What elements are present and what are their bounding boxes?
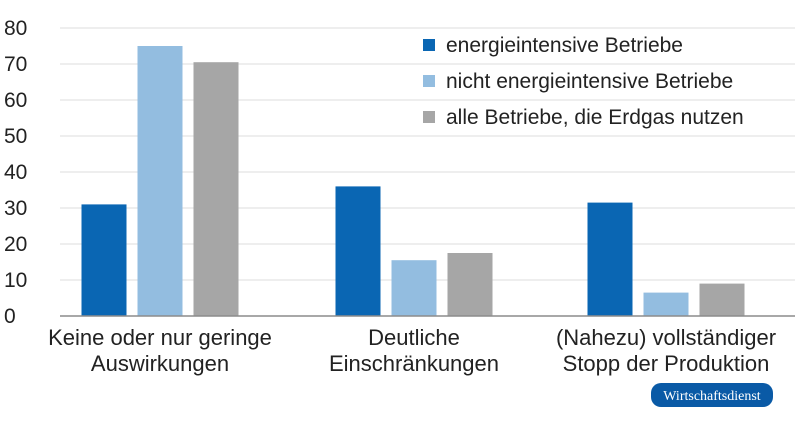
y-tick-label: 40 xyxy=(4,161,27,184)
legend: energieintensive Betriebe nicht energiein… xyxy=(423,34,744,129)
y-axis-ticks: 0 10 20 30 40 50 60 70 80 xyxy=(4,17,27,328)
y-tick-label: 20 xyxy=(4,233,27,256)
legend-swatch xyxy=(423,75,435,87)
x-category-label: Deutliche xyxy=(368,325,460,350)
bars xyxy=(81,46,745,317)
publisher-badge-background xyxy=(651,383,773,407)
publisher-badge: Wirtschaftsdienst xyxy=(651,383,773,407)
bar xyxy=(587,202,633,316)
legend-label: alle Betriebe, die Erdgas nutzen xyxy=(446,106,744,129)
x-category-label: Keine oder nur geringe xyxy=(48,325,272,350)
y-tick-label: 80 xyxy=(4,17,27,40)
bar xyxy=(137,46,183,316)
y-tick-label: 50 xyxy=(4,125,27,148)
bar xyxy=(193,62,239,317)
bar xyxy=(447,253,493,316)
bar xyxy=(335,186,381,316)
legend-swatch xyxy=(423,39,435,51)
y-tick-label: 0 xyxy=(4,305,16,328)
bar xyxy=(81,204,127,316)
publisher-badge-text: Wirtschaftsdienst xyxy=(663,389,761,404)
y-tick-label: 30 xyxy=(4,197,27,220)
legend-label: energieintensive Betriebe xyxy=(446,34,683,57)
x-category-label: Auswirkungen xyxy=(91,351,229,376)
bar xyxy=(699,283,745,316)
y-tick-label: 70 xyxy=(4,53,27,76)
y-tick-label: 60 xyxy=(4,89,27,112)
bar xyxy=(391,260,437,316)
x-category-label: Stopp der Produktion xyxy=(563,351,770,376)
x-category-label: Einschränkungen xyxy=(329,351,499,376)
x-category-label: (Nahezu) vollständiger xyxy=(556,325,776,350)
legend-swatch xyxy=(423,111,435,123)
bar xyxy=(643,292,689,316)
legend-label: nicht energieintensive Betriebe xyxy=(446,70,733,93)
y-tick-label: 10 xyxy=(4,269,27,292)
